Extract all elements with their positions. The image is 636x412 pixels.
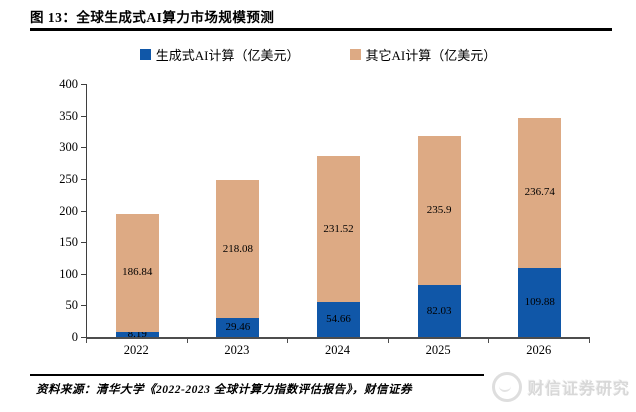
legend-label: 其它AI计算（亿美元） xyxy=(365,47,497,63)
legend-label: 生成式AI计算（亿美元） xyxy=(155,47,300,63)
bar-value-label: 231.52 xyxy=(323,222,354,235)
figure-title: 图 13：全球生成式AI算力市场规模预测 xyxy=(30,10,275,25)
y-tick-label: 300 xyxy=(59,140,78,155)
bar-segment: 109.88 xyxy=(518,267,562,337)
y-tick-mark xyxy=(81,305,86,307)
bar-segment: 29.46 xyxy=(216,318,260,337)
y-tick-mark xyxy=(81,115,86,117)
bar-segment: 236.74 xyxy=(518,117,562,268)
x-tick-label: 2025 xyxy=(425,343,451,357)
brand-watermark: 财信证券研究 xyxy=(484,361,636,412)
x-tick-label: 2023 xyxy=(224,343,250,357)
bar-segment: 54.66 xyxy=(317,302,360,337)
y-tick-label: 0 xyxy=(71,330,78,344)
x-tick-mark xyxy=(86,339,87,343)
x-tick-label: 2024 xyxy=(324,343,350,357)
y-tick-label: 350 xyxy=(59,108,78,123)
bar-segment: 8.19 xyxy=(115,327,159,340)
y-tick-label: 50 xyxy=(65,298,79,313)
brand-watermark-text: 财信证券研究 xyxy=(528,380,631,398)
bar-segment: 231.52 xyxy=(317,156,360,303)
x-tick-mark xyxy=(589,339,590,343)
brand-logo-icon xyxy=(492,371,522,402)
bar-value-label: 82.03 xyxy=(426,304,452,317)
y-tick-mark xyxy=(81,178,86,180)
bar-value-label: 29.46 xyxy=(225,321,251,334)
x-tick-mark xyxy=(287,339,289,343)
y-tick-label: 150 xyxy=(59,235,78,250)
chart-legend: 生成式AI计算（亿美元） 其它AI计算（亿美元） xyxy=(0,44,636,64)
bar-value-label: 8.19 xyxy=(127,327,147,340)
bar-segment: 218.08 xyxy=(216,180,260,319)
source-note: 资料来源：清华大学《2022-2023 全球计算力指数评估报告》，财信证券 xyxy=(36,384,412,396)
bar-value-label: 109.88 xyxy=(524,295,555,308)
y-tick-mark xyxy=(81,242,86,244)
bar-segment: 82.03 xyxy=(417,285,461,337)
legend-item: 生成式AI计算（亿美元） xyxy=(139,45,300,64)
bar-value-label: 218.08 xyxy=(222,242,254,255)
y-tick-mark xyxy=(81,147,86,149)
legend-swatch-icon xyxy=(349,48,361,60)
y-tick-mark xyxy=(81,210,86,212)
x-tick-mark xyxy=(186,339,188,343)
bar-value-label: 186.84 xyxy=(122,266,153,279)
legend-item: 其它AI计算（亿美元） xyxy=(349,45,497,64)
y-tick-label: 200 xyxy=(59,203,78,218)
bar-segment: 186.84 xyxy=(115,213,159,332)
y-tick-label: 400 xyxy=(59,77,78,91)
plot-area: 8.19 186.84 29.46 218.08 54.66 231.52 82.03 235… xyxy=(86,84,590,339)
y-tick-label: 250 xyxy=(59,171,78,186)
y-tick-label: 100 xyxy=(59,266,78,281)
legend-swatch-icon xyxy=(139,48,151,60)
y-tick-mark xyxy=(81,273,86,275)
x-tick-label: 2022 xyxy=(123,343,149,357)
title-divider xyxy=(30,28,612,31)
y-tick-mark xyxy=(81,84,86,85)
x-tick-mark xyxy=(387,339,389,343)
source-divider xyxy=(30,374,610,376)
x-tick-label: 2026 xyxy=(526,343,552,357)
bar-value-label: 54.66 xyxy=(326,313,351,326)
bar-value-label: 236.74 xyxy=(524,186,555,199)
bar-segment: 235.9 xyxy=(417,135,461,286)
y-tick-mark xyxy=(81,337,86,338)
bar-value-label: 235.9 xyxy=(426,204,452,217)
x-tick-mark xyxy=(488,339,490,343)
